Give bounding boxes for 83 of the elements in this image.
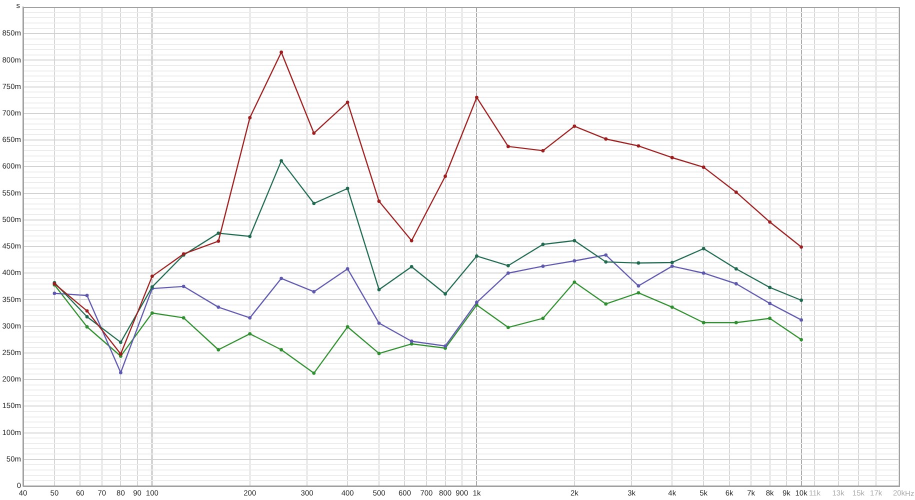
point <box>346 100 350 104</box>
point <box>346 186 350 190</box>
point <box>506 144 510 148</box>
point <box>312 290 316 294</box>
point <box>444 292 447 296</box>
point <box>216 239 220 243</box>
point <box>506 264 510 268</box>
point <box>150 311 154 315</box>
point <box>506 326 510 330</box>
point <box>702 320 706 324</box>
point <box>475 254 478 258</box>
point <box>216 305 220 309</box>
point <box>119 340 122 344</box>
point <box>800 338 803 342</box>
point <box>636 261 640 265</box>
point <box>768 220 772 224</box>
point <box>377 352 381 356</box>
point <box>150 274 154 278</box>
point <box>734 267 738 271</box>
point <box>280 276 284 280</box>
point <box>636 284 640 288</box>
point <box>734 320 738 324</box>
point <box>604 302 608 306</box>
point <box>572 280 576 284</box>
point <box>216 231 220 235</box>
point <box>248 316 252 320</box>
point <box>572 124 576 128</box>
point <box>670 264 674 268</box>
point <box>377 200 381 203</box>
point <box>604 260 608 264</box>
point <box>85 325 89 329</box>
point <box>52 292 56 296</box>
point <box>702 271 706 275</box>
point <box>734 282 738 286</box>
point <box>670 305 674 309</box>
point <box>800 298 803 302</box>
point <box>572 259 576 263</box>
point <box>670 156 674 160</box>
point <box>85 309 89 313</box>
point <box>670 260 674 264</box>
point <box>280 348 284 352</box>
point <box>248 332 252 336</box>
point <box>410 340 414 343</box>
point <box>377 321 381 325</box>
point <box>768 286 772 290</box>
point <box>312 371 316 375</box>
point <box>248 234 252 238</box>
point <box>506 271 510 275</box>
point <box>280 159 284 163</box>
point <box>800 318 803 322</box>
point <box>768 316 772 320</box>
point <box>541 242 545 246</box>
point <box>768 302 772 306</box>
point <box>734 190 738 194</box>
point <box>346 267 350 271</box>
point <box>216 348 220 352</box>
point <box>541 264 545 268</box>
point <box>604 137 608 141</box>
point <box>410 238 414 242</box>
point <box>475 96 478 100</box>
point <box>346 325 350 329</box>
point <box>636 144 640 148</box>
point <box>377 288 381 292</box>
point <box>800 245 803 249</box>
point <box>572 238 576 242</box>
point <box>280 50 284 54</box>
point <box>312 202 316 206</box>
point <box>702 246 706 250</box>
point <box>85 294 89 298</box>
point <box>702 166 706 169</box>
point <box>410 265 414 268</box>
point <box>248 116 252 120</box>
point <box>541 149 545 152</box>
point <box>312 131 316 135</box>
point <box>541 316 545 320</box>
point <box>475 300 478 304</box>
point <box>182 316 186 320</box>
point <box>444 174 447 178</box>
point <box>604 253 608 257</box>
point <box>182 284 186 288</box>
point <box>85 315 89 318</box>
point <box>119 370 122 374</box>
point <box>636 291 640 295</box>
